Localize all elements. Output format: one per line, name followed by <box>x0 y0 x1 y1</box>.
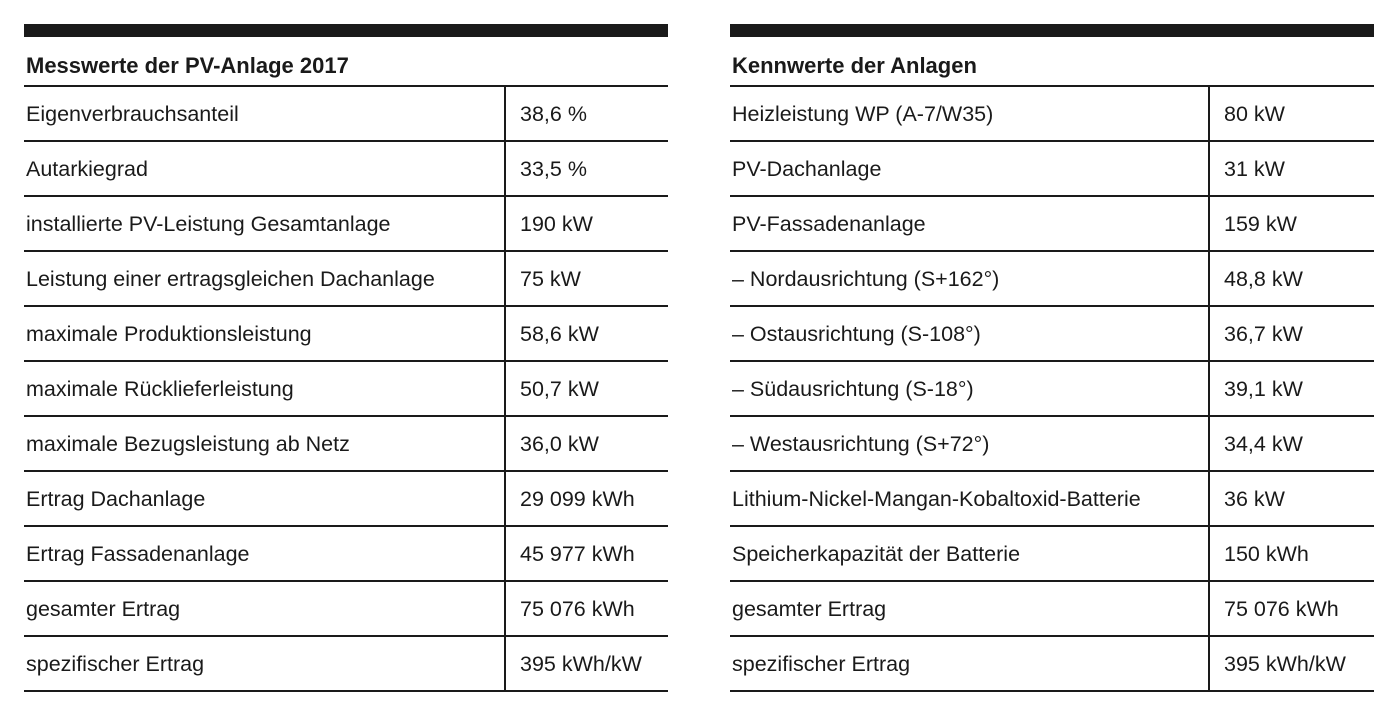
table-row: maximale Rücklieferleistung 50,7 kW <box>24 362 668 417</box>
row-value: 45 977 kWh <box>504 527 668 580</box>
table-row: maximale Produktionsleistung 58,6 kW <box>24 307 668 362</box>
row-value: 34,4 kW <box>1208 417 1374 470</box>
table-row: Eigenverbrauchsanteil 38,6 % <box>24 87 668 142</box>
row-value: 31 kW <box>1208 142 1374 195</box>
table-top-rule <box>24 24 668 37</box>
table-top-rule <box>730 24 1374 37</box>
table-row: PV-Fassadenanlage 159 kW <box>730 197 1374 252</box>
table-row: Leistung einer ertragsgleichen Dachanlag… <box>24 252 668 307</box>
row-label: Heizleistung WP (A-7/W35) <box>732 102 994 126</box>
row-label: maximale Bezugsleistung ab Netz <box>26 432 350 456</box>
row-label: gesamter Ertrag <box>732 597 887 621</box>
row-label: PV-Fassadenanlage <box>732 212 926 236</box>
table-row: gesamter Ertrag 75 076 kWh <box>24 582 668 637</box>
table-row: Autarkiegrad 33,5 % <box>24 142 668 197</box>
row-label: Leistung einer ertragsgleichen Dachanlag… <box>26 267 435 291</box>
table-row: Ertrag Dachanlage 29 099 kWh <box>24 472 668 527</box>
row-label: gesamter Ertrag <box>26 597 181 621</box>
row-label: – Südausrichtung (S-18°) <box>732 377 974 401</box>
table-row: – Ostausrichtung (S-108°) 36,7 kW <box>730 307 1374 362</box>
table-row: gesamter Ertrag 75 076 kWh <box>730 582 1374 637</box>
characteristics-table: Kennwerte der Anlagen Heizleistung WP (A… <box>730 24 1374 692</box>
table-title: Kennwerte der Anlagen <box>730 37 1374 87</box>
row-value: 33,5 % <box>504 142 668 195</box>
table-row: – Südausrichtung (S-18°) 39,1 kW <box>730 362 1374 417</box>
table-title: Messwerte der PV-Anlage 2017 <box>24 37 668 87</box>
table-body: Eigenverbrauchsanteil 38,6 % Autarkiegrad 3… <box>24 87 668 692</box>
row-label: Lithium-Nickel-Mangan-Kobaltoxid-Batteri… <box>732 487 1141 511</box>
table-row: Heizleistung WP (A-7/W35) 80 kW <box>730 87 1374 142</box>
row-value: 395 kWh/kW <box>1208 637 1374 690</box>
table-row: Lithium-Nickel-Mangan-Kobaltoxid-Batteri… <box>730 472 1374 527</box>
table-row: spezifischer Ertrag 395 kWh/kW <box>24 637 668 692</box>
row-value: 50,7 kW <box>504 362 668 415</box>
row-label: Ertrag Dachanlage <box>26 487 206 511</box>
row-label: – Ostausrichtung (S-108°) <box>732 322 981 346</box>
row-value: 36,7 kW <box>1208 307 1374 360</box>
row-value: 58,6 kW <box>504 307 668 360</box>
row-label: PV-Dachanlage <box>732 157 882 181</box>
row-value: 36 kW <box>1208 472 1374 525</box>
row-value: 48,8 kW <box>1208 252 1374 305</box>
table-row: Ertrag Fassadenanlage 45 977 kWh <box>24 527 668 582</box>
row-label: – Nordausrichtung (S+162°) <box>732 267 1000 291</box>
row-value: 29 099 kWh <box>504 472 668 525</box>
table-row: maximale Bezugsleistung ab Netz 36,0 kW <box>24 417 668 472</box>
table-row: spezifischer Ertrag 395 kWh/kW <box>730 637 1374 692</box>
measurements-table: Messwerte der PV-Anlage 2017 Eigenverbra… <box>24 24 668 692</box>
row-value: 159 kW <box>1208 197 1374 250</box>
row-value: 395 kWh/kW <box>504 637 668 690</box>
row-value: 38,6 % <box>504 87 668 140</box>
table-row: – Westausrichtung (S+72°) 34,4 kW <box>730 417 1374 472</box>
row-value: 39,1 kW <box>1208 362 1374 415</box>
row-label: Ertrag Fassadenanlage <box>26 542 250 566</box>
row-label: spezifischer Ertrag <box>732 652 911 676</box>
row-label: spezifischer Ertrag <box>26 652 205 676</box>
row-value: 75 076 kWh <box>1208 582 1374 635</box>
row-value: 80 kW <box>1208 87 1374 140</box>
table-row: – Nordausrichtung (S+162°) 48,8 kW <box>730 252 1374 307</box>
row-label: installierte PV-Leistung Gesamtanlage <box>26 212 391 236</box>
row-value: 75 076 kWh <box>504 582 668 635</box>
row-label: – Westausrichtung (S+72°) <box>732 432 990 456</box>
row-value: 36,0 kW <box>504 417 668 470</box>
row-value: 190 kW <box>504 197 668 250</box>
row-label: maximale Produktionsleistung <box>26 322 312 346</box>
table-row: installierte PV-Leistung Gesamtanlage 190… <box>24 197 668 252</box>
table-body: Heizleistung WP (A-7/W35) 80 kW PV-Dachanl… <box>730 87 1374 692</box>
table-row: PV-Dachanlage 31 kW <box>730 142 1374 197</box>
row-label: maximale Rücklieferleistung <box>26 377 294 401</box>
row-label: Speicherkapazität der Batterie <box>732 542 1021 566</box>
table-row: Speicherkapazität der Batterie 150 kWh <box>730 527 1374 582</box>
row-label: Eigenverbrauchsanteil <box>26 102 239 126</box>
row-value: 150 kWh <box>1208 527 1374 580</box>
row-label: Autarkiegrad <box>26 157 148 181</box>
row-value: 75 kW <box>504 252 668 305</box>
